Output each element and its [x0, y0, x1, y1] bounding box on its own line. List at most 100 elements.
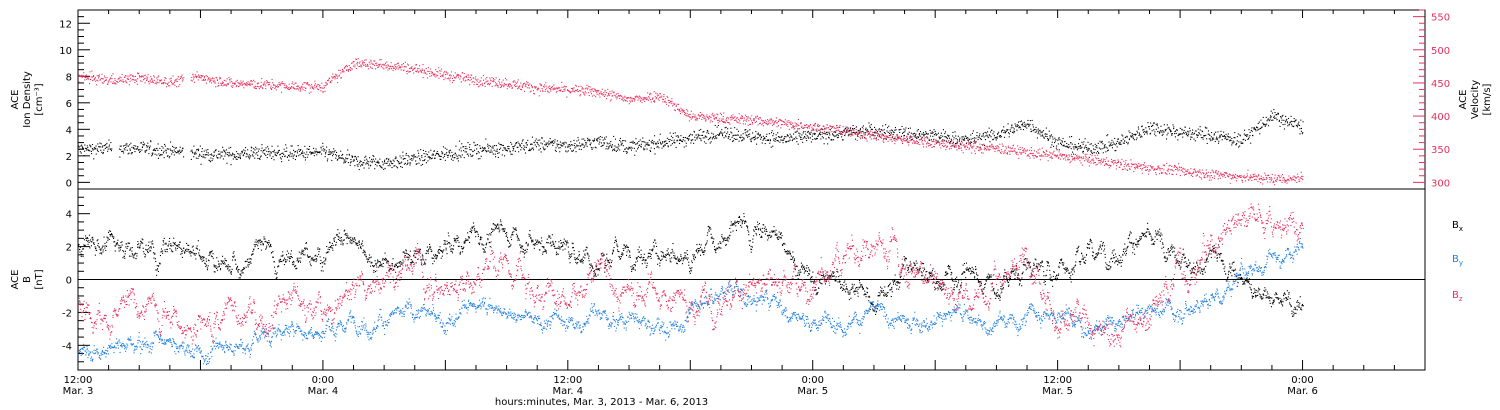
data-point: [1143, 133, 1145, 135]
data-point: [801, 134, 803, 136]
data-point: [1104, 144, 1106, 146]
data-point: [614, 148, 616, 150]
data-point: [345, 64, 347, 66]
data-point: [504, 155, 506, 157]
data-point: [1077, 158, 1079, 160]
data-point: [495, 150, 497, 152]
data-point: [479, 145, 481, 147]
data-point: [156, 77, 158, 79]
data-point: [494, 85, 496, 87]
data-point: [749, 133, 751, 135]
data-point: [620, 95, 622, 97]
data-point: [983, 149, 985, 151]
data-point: [1139, 134, 1141, 136]
data-point: [167, 155, 169, 157]
data-point: [1238, 146, 1240, 148]
data-point: [380, 59, 382, 61]
data-point: [379, 59, 381, 61]
data-point: [461, 154, 463, 156]
data-point: [727, 116, 729, 118]
data-point: [1080, 147, 1082, 149]
data-point: [101, 78, 103, 80]
data-point: [362, 162, 364, 164]
data-point: [569, 91, 571, 93]
data-point: [885, 136, 887, 138]
data-point: [459, 75, 461, 77]
data-point: [985, 135, 987, 137]
data-point: [1071, 136, 1073, 138]
data-point: [385, 67, 387, 69]
data-point: [308, 84, 310, 86]
data-point: [1097, 154, 1099, 156]
data-point: [852, 132, 854, 134]
data-point: [378, 161, 380, 163]
data-point: [1152, 166, 1154, 168]
data-point: [990, 146, 992, 148]
data-point: [334, 150, 336, 152]
density-tick-label: 6: [66, 99, 72, 110]
data-point: [1237, 133, 1239, 135]
data-point: [1045, 127, 1047, 129]
data-point: [630, 146, 632, 148]
data-point: [569, 148, 571, 150]
data-point: [727, 128, 729, 130]
data-point: [638, 140, 640, 142]
data-point: [929, 144, 931, 146]
data-point: [1095, 157, 1097, 159]
data-point: [203, 79, 205, 81]
data-point: [290, 87, 292, 89]
data-point: [462, 146, 464, 148]
data-point: [604, 138, 606, 140]
data-point: [363, 64, 365, 66]
data-point: [1119, 166, 1121, 168]
data-point: [1041, 134, 1043, 136]
data-point: [968, 148, 970, 150]
data-point: [394, 66, 396, 68]
data-point: [746, 131, 748, 133]
data-point: [578, 139, 580, 141]
data-point: [457, 160, 459, 162]
data-point: [875, 129, 877, 131]
data-point: [141, 75, 143, 77]
data-point: [539, 148, 541, 150]
data-point: [447, 72, 449, 74]
data-point: [137, 72, 139, 74]
data-point: [326, 84, 328, 86]
data-point: [98, 77, 100, 79]
data-point: [453, 157, 455, 159]
data-point: [87, 147, 89, 149]
data-point: [959, 142, 961, 144]
data-point: [581, 138, 583, 140]
data-point: [903, 135, 905, 137]
data-point: [983, 136, 985, 138]
data-point: [594, 88, 596, 90]
data-point: [346, 158, 348, 160]
data-point: [975, 148, 977, 150]
data-point: [81, 75, 83, 77]
data-point: [812, 124, 814, 126]
data-point: [704, 137, 706, 139]
data-point: [1158, 168, 1160, 170]
data-point: [1087, 141, 1089, 143]
data-point: [80, 74, 82, 76]
data-point: [1036, 131, 1038, 133]
data-point: [1288, 117, 1290, 119]
data-point: [1092, 145, 1094, 147]
data-point: [1138, 165, 1140, 167]
data-point: [655, 142, 657, 144]
data-point: [946, 136, 948, 138]
data-point: [494, 79, 496, 81]
data-point: [663, 141, 665, 143]
data-point: [1112, 161, 1114, 163]
data-point: [223, 151, 225, 153]
data-point: [711, 132, 713, 134]
data-point: [469, 149, 471, 151]
data-point: [761, 142, 763, 144]
data-point: [908, 141, 910, 143]
data-point: [306, 156, 308, 158]
data-point: [1043, 152, 1045, 154]
data-point: [1204, 135, 1206, 137]
data-point: [1015, 151, 1017, 153]
data-point: [1193, 133, 1195, 135]
data-point: [955, 144, 957, 146]
